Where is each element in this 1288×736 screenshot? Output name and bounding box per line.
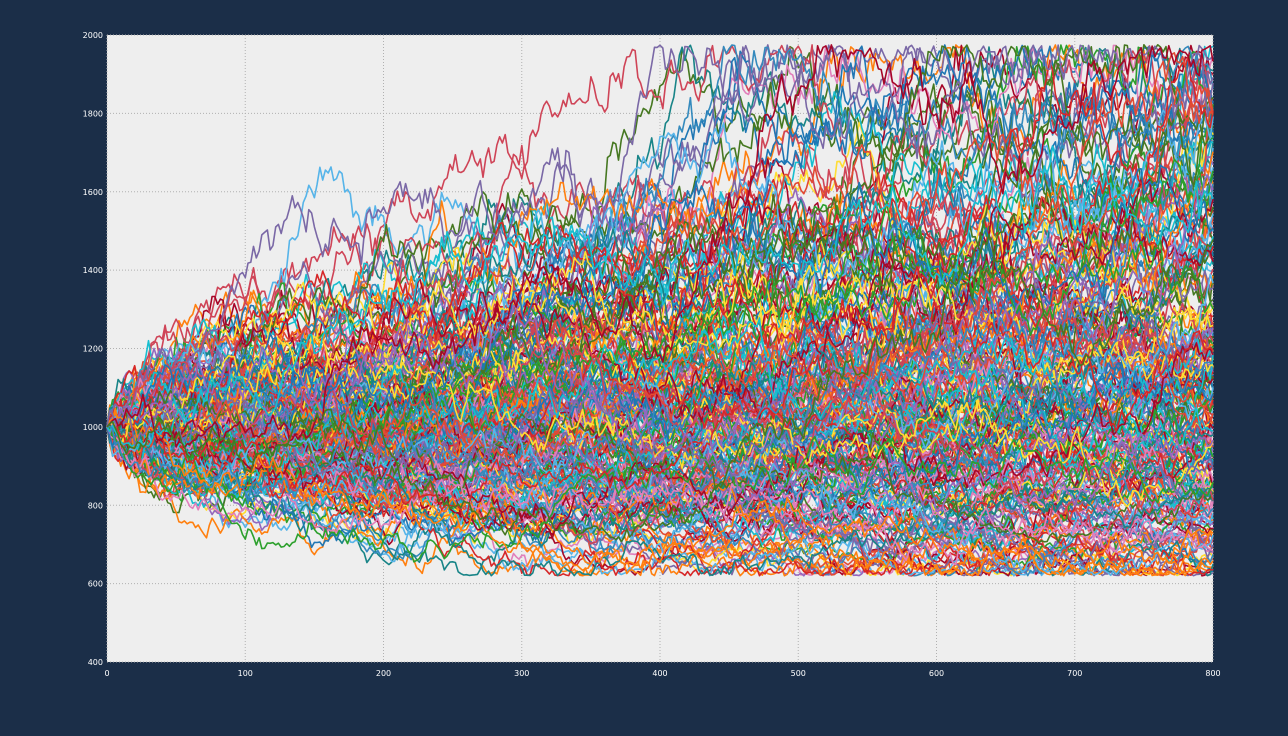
series-line	[106, 223, 1214, 441]
series-line	[106, 316, 1214, 508]
series-line	[106, 426, 1214, 577]
series-line	[106, 286, 1214, 496]
series-line	[106, 167, 1214, 463]
series-line	[106, 370, 1214, 488]
x-tick-label: 0	[104, 669, 109, 678]
x-tick-label: 700	[1067, 669, 1082, 678]
x-tick-label: 100	[238, 669, 253, 678]
series-line	[106, 233, 1214, 543]
y-tick-label: 1800	[83, 109, 103, 118]
x-tick-label: 500	[791, 669, 806, 678]
series-line	[106, 55, 1214, 428]
y-tick-label: 1600	[83, 188, 103, 197]
series-line	[106, 426, 1214, 563]
series-line	[106, 301, 1214, 519]
series-line	[106, 276, 1214, 545]
series-line	[106, 289, 1214, 505]
series-line	[106, 366, 1214, 577]
series-line	[106, 360, 1214, 577]
series-line	[106, 44, 1214, 440]
y-tick-label: 1000	[83, 423, 103, 432]
y-tick-label: 600	[88, 580, 103, 589]
series-line	[106, 86, 1214, 428]
series-line	[106, 237, 1214, 485]
series-line	[106, 52, 1214, 467]
y-tick-label: 800	[88, 501, 103, 510]
series-line	[106, 337, 1214, 508]
series-line	[106, 389, 1214, 544]
series-line	[106, 44, 1214, 449]
tick-label-layer: 0 100 200 300 400 500 600 700 800 400 600 800 1000 12…	[83, 31, 1221, 678]
y-tick-label: 1200	[83, 345, 103, 354]
series-line	[106, 44, 1214, 439]
series-line	[106, 426, 1214, 566]
y-tick-label: 400	[88, 658, 103, 667]
series-line	[106, 251, 1214, 520]
y-tick-label: 1400	[83, 266, 103, 275]
x-tick-label: 200	[376, 669, 391, 678]
series-line	[106, 259, 1214, 444]
series-line	[106, 412, 1214, 576]
series-line	[106, 407, 1214, 577]
series-line	[106, 143, 1214, 451]
x-tick-label: 800	[1205, 669, 1220, 678]
x-tick-label: 400	[652, 669, 667, 678]
series-line	[106, 204, 1214, 441]
series-line	[106, 420, 1214, 577]
series-line	[106, 304, 1214, 513]
x-tick-label: 300	[514, 669, 529, 678]
series-layer	[106, 44, 1214, 577]
series-line	[106, 44, 1214, 433]
y-tick-label: 2000	[83, 31, 103, 40]
x-tick-label: 600	[929, 669, 944, 678]
series-line	[106, 44, 1214, 428]
